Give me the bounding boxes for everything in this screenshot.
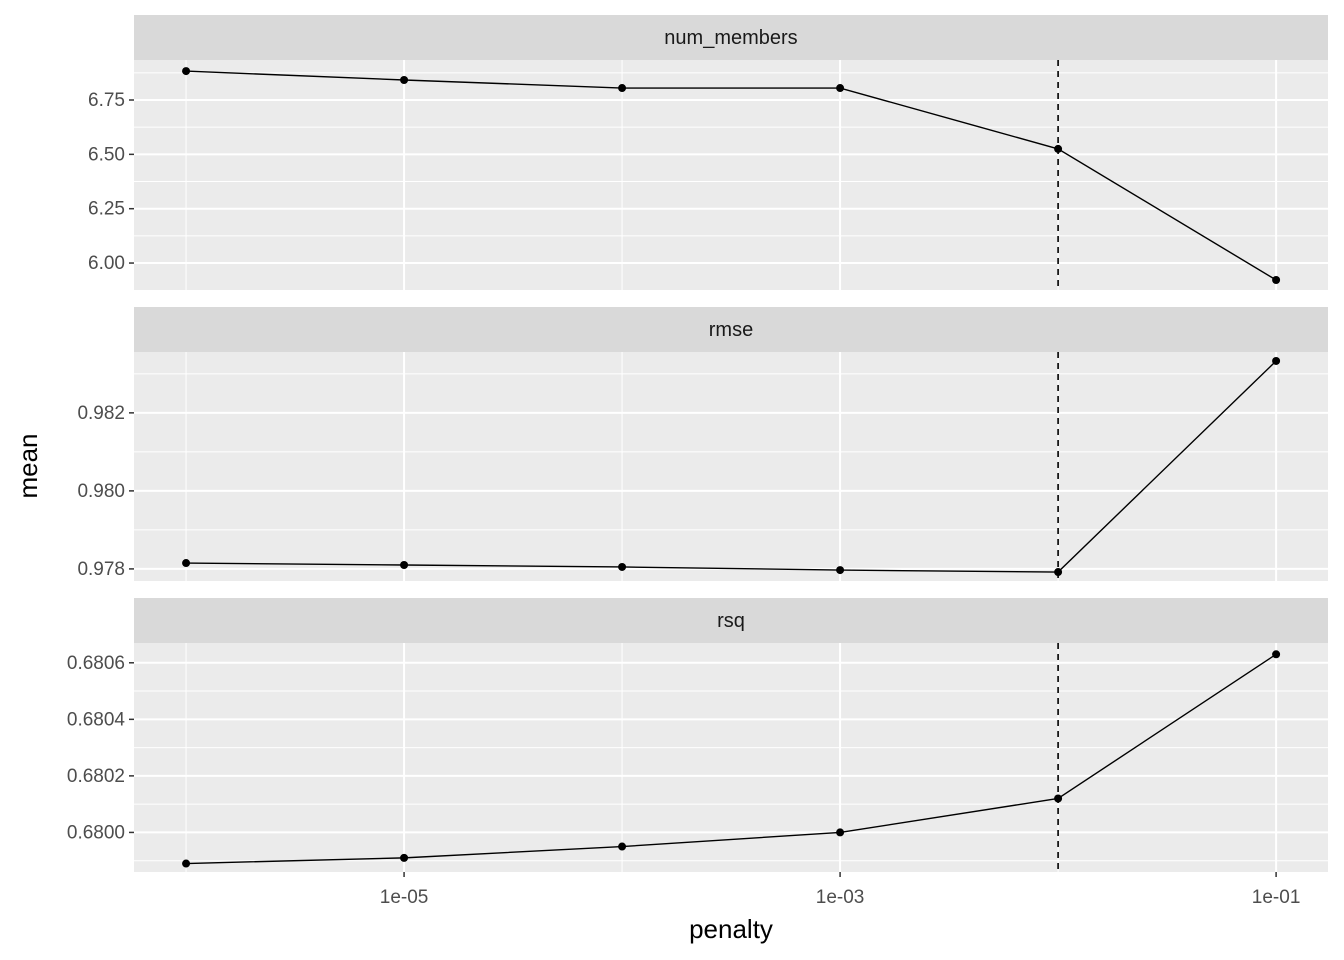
strip xyxy=(134,307,1328,352)
y-tick-label: 6.50 xyxy=(88,144,125,165)
y-tick-label: 6.75 xyxy=(88,90,125,111)
point xyxy=(182,67,191,76)
strip-title: rsq xyxy=(717,610,745,632)
y-tick-label: 0.6804 xyxy=(67,709,126,730)
line xyxy=(186,70,1277,281)
y-tick-label: 0.978 xyxy=(77,559,125,580)
y-tick-label: 6.25 xyxy=(88,199,125,220)
point xyxy=(836,84,845,93)
point xyxy=(1054,568,1063,577)
strip-title: num_members xyxy=(664,27,797,49)
point xyxy=(182,859,191,868)
point xyxy=(1054,794,1063,803)
strip xyxy=(134,598,1328,643)
x-tick-label: 1e-05 xyxy=(380,887,429,908)
y-tick-label: 0.6802 xyxy=(67,766,125,787)
panel xyxy=(134,60,1328,290)
y-tick-label: 6.00 xyxy=(88,253,125,274)
y-tick-label: 0.6806 xyxy=(67,653,125,674)
point xyxy=(618,562,627,571)
y-axis-label: mean xyxy=(13,433,43,498)
panel xyxy=(134,643,1328,872)
x-tick-label: 1e-03 xyxy=(816,887,865,908)
y-tick-label: 0.982 xyxy=(77,403,125,424)
point xyxy=(182,559,191,568)
point xyxy=(1272,356,1281,365)
point xyxy=(836,566,845,575)
point xyxy=(618,842,627,851)
panel xyxy=(134,352,1328,581)
point xyxy=(400,76,409,84)
point xyxy=(836,828,845,837)
line xyxy=(186,653,1277,865)
point xyxy=(1272,650,1281,659)
strip xyxy=(134,15,1328,60)
point xyxy=(618,84,627,93)
x-axis-label: penalty xyxy=(689,914,773,944)
point xyxy=(400,561,409,570)
strip-title: rmse xyxy=(709,319,753,341)
y-tick-label: 0.980 xyxy=(77,481,125,502)
point xyxy=(1054,144,1063,153)
point xyxy=(400,853,409,862)
x-tick-label: 1e-01 xyxy=(1252,887,1301,908)
line xyxy=(186,360,1277,573)
point xyxy=(1272,276,1281,284)
y-tick-label: 0.6800 xyxy=(67,822,125,843)
